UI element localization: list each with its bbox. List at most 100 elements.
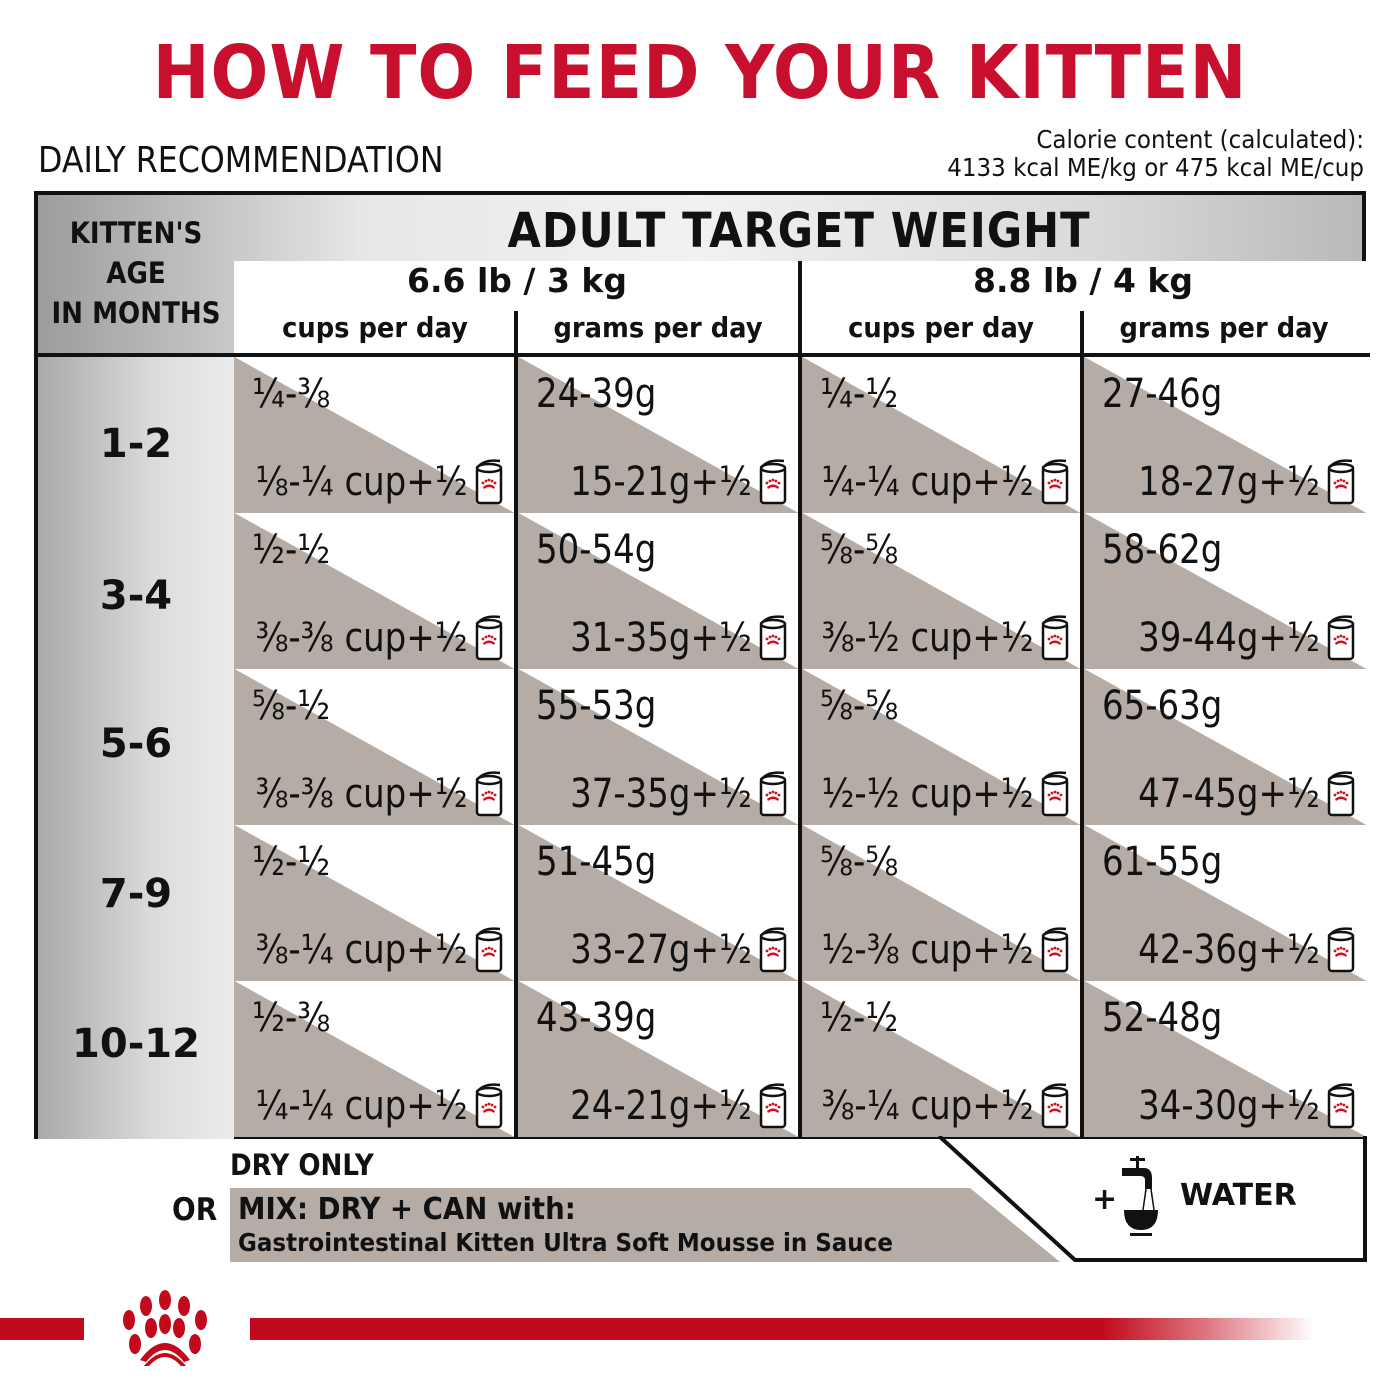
mix-amount-text: ¼-¼ cup+½ (255, 1083, 468, 1129)
divider (1080, 311, 1084, 1139)
mix-amount-text: 37-35g+½ (570, 771, 752, 817)
dry-only-amount: 55-53g (536, 683, 657, 729)
mix-amount: 31-35g+½ (538, 615, 788, 661)
dry-only-amount: 27-46g (1102, 371, 1223, 417)
dry-only-amount: ⅝-⅝ (820, 839, 899, 885)
mix-amount-text: ⅜-⅜ cup+½ (255, 615, 468, 661)
table-cell-cups-4kg: ½-½ ⅜-¼ cup+½ (802, 981, 1080, 1137)
table-cell-grams-4kg: 52-48g 34-30g+½ (1084, 981, 1366, 1137)
dry-only-amount: 24-39g (536, 371, 657, 417)
weight-3kg-header: 6.6 lb / 3 kg (407, 261, 627, 300)
mix-amount-text: 24-21g+½ (570, 1083, 752, 1129)
wet-food-can-icon (475, 615, 503, 661)
wet-food-can-icon (1327, 927, 1355, 973)
wet-food-can-icon (475, 771, 503, 817)
mix-amount-text: ⅛-¼ cup+½ (255, 459, 468, 505)
mix-amount: 47-45g+½ (1106, 771, 1356, 817)
royal-canin-crown-logo-icon (123, 1290, 207, 1366)
dry-only-amount: ⅝-⅝ (820, 527, 899, 573)
mix-amount: 33-27g+½ (538, 927, 788, 973)
table-cell-grams-3kg: 24-39g 15-21g+½ (518, 357, 798, 513)
col-cups-4kg: cups per day (848, 311, 1034, 344)
wet-food-can-icon (1327, 615, 1355, 661)
dry-only-amount: 43-39g (536, 995, 657, 1041)
dry-only-amount: ¼-½ (820, 371, 899, 417)
mix-amount-text: 33-27g+½ (570, 927, 752, 973)
mix-amount-text: 42-36g+½ (1138, 927, 1320, 973)
mix-amount: ½-½ cup+½ (802, 771, 1070, 817)
plus-sign: + (1092, 1182, 1118, 1217)
brand-bar-left (0, 1318, 84, 1340)
col-grams-3kg: grams per day (553, 311, 763, 344)
feeding-table: KITTEN'S AGE IN MONTHS ADULT TARGET WEIG… (34, 191, 1370, 1139)
mix-amount-text: 47-45g+½ (1138, 771, 1320, 817)
dry-only-amount: 50-54g (536, 527, 657, 573)
wet-food-can-icon (475, 927, 503, 973)
col-cups-3kg: cups per day (282, 311, 468, 344)
dry-only-amount: ⅝-⅝ (820, 683, 899, 729)
mix-amount-text: ½-½ cup+½ (821, 771, 1034, 817)
wet-food-can-icon (1327, 1083, 1355, 1129)
dry-only-amount: ½-½ (820, 995, 899, 1041)
wet-food-can-icon (475, 1083, 503, 1129)
mix-amount: 18-27g+½ (1106, 459, 1356, 505)
dry-only-amount: 52-48g (1102, 995, 1223, 1041)
wet-food-can-icon (1041, 459, 1069, 505)
dry-only-amount: 65-63g (1102, 683, 1223, 729)
adult-target-weight-header: ADULT TARGET WEIGHT (507, 203, 1091, 259)
table-cell-grams-3kg: 43-39g 24-21g+½ (518, 981, 798, 1137)
calorie-label: Calorie content (calculated): (1036, 125, 1364, 154)
wet-food-can-icon (1041, 1083, 1069, 1129)
mix-product-name: Gastrointestinal Kitten Ultra Soft Mouss… (238, 1228, 893, 1257)
mix-amount: 37-35g+½ (538, 771, 788, 817)
mix-amount-text: 15-21g+½ (570, 459, 752, 505)
mix-amount: ⅜-⅜ cup+½ (234, 615, 504, 661)
table-cell-cups-3kg: ½-½ ⅜-⅜ cup+½ (234, 513, 514, 669)
dry-only-amount: ½-⅜ (252, 995, 331, 1041)
calorie-content: Calorie content (calculated): 4133 kcal … (947, 126, 1364, 182)
mix-amount-text: ¼-¼ cup+½ (821, 459, 1034, 505)
dry-only-amount: ¼-⅜ (252, 371, 331, 417)
wet-food-can-icon (759, 459, 787, 505)
age-7-9: 7-9 (99, 871, 173, 917)
mix-amount-text: 39-44g+½ (1138, 615, 1320, 661)
table-cell-cups-4kg: ¼-½ ¼-¼ cup+½ (802, 357, 1080, 513)
mix-label: MIX: DRY + CAN with: (238, 1192, 576, 1227)
mix-amount: ⅜-½ cup+½ (802, 615, 1070, 661)
age-1-2: 1-2 (99, 421, 173, 467)
mix-amount-text: ⅜-½ cup+½ (821, 615, 1034, 661)
dry-only-amount: ½-½ (252, 527, 331, 573)
dry-only-amount: 61-55g (1102, 839, 1223, 885)
col-grams-4kg: grams per day (1119, 311, 1329, 344)
wet-food-can-icon (759, 927, 787, 973)
mix-amount: ¼-¼ cup+½ (234, 1083, 504, 1129)
mix-amount: 34-30g+½ (1106, 1083, 1356, 1129)
mix-amount: ½-⅜ cup+½ (802, 927, 1070, 973)
divider (798, 261, 802, 1139)
wet-food-can-icon (1041, 927, 1069, 973)
header-divider (38, 353, 1370, 357)
mix-amount: ⅜-¼ cup+½ (802, 1083, 1070, 1129)
table-cell-cups-3kg: ¼-⅜ ⅛-¼ cup+½ (234, 357, 514, 513)
mix-amount: 24-21g+½ (538, 1083, 788, 1129)
table-cell-grams-3kg: 51-45g 33-27g+½ (518, 825, 798, 981)
wet-food-can-icon (1041, 771, 1069, 817)
mix-amount-text: ⅜-⅜ cup+½ (255, 771, 468, 817)
dry-only-amount: ⅝-½ (252, 683, 331, 729)
dry-only-amount: 51-45g (536, 839, 657, 885)
table-cell-grams-4kg: 65-63g 47-45g+½ (1084, 669, 1366, 825)
table-cell-cups-4kg: ⅝-⅝ ½-⅜ cup+½ (802, 825, 1080, 981)
table-cell-grams-4kg: 58-62g 39-44g+½ (1084, 513, 1366, 669)
mix-amount: 42-36g+½ (1106, 927, 1356, 973)
age-column: 1-2 3-4 5-6 7-9 10-12 (38, 357, 234, 1139)
age-header-line: KITTEN'S (69, 216, 203, 250)
water-label: WATER (1180, 1178, 1297, 1213)
water-tap-bowl-icon (1122, 1156, 1158, 1236)
age-header-line: IN MONTHS (51, 296, 221, 330)
table-cell-cups-4kg: ⅝-⅝ ⅜-½ cup+½ (802, 513, 1080, 669)
table-cell-grams-3kg: 55-53g 37-35g+½ (518, 669, 798, 825)
mix-amount-text: ⅜-¼ cup+½ (255, 927, 468, 973)
dry-only-label: DRY ONLY (230, 1148, 374, 1182)
wet-food-can-icon (759, 771, 787, 817)
dry-only-amount: 58-62g (1102, 527, 1223, 573)
